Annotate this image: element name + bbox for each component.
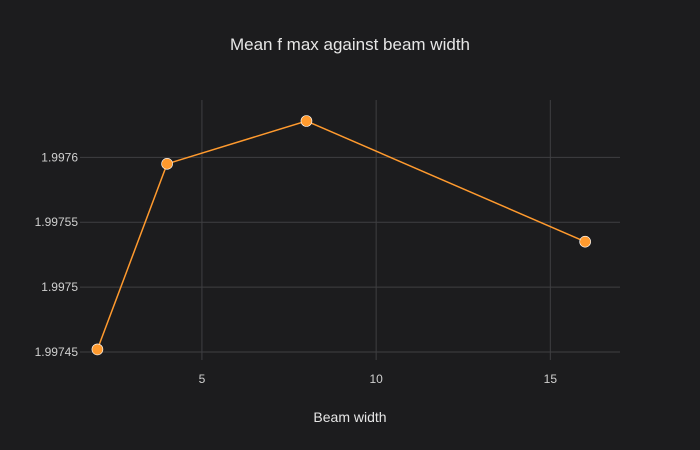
- data-point[interactable]: [161, 158, 173, 170]
- x-tick-label: 5: [199, 372, 206, 386]
- chart-title: Mean f max against beam width: [230, 35, 470, 54]
- x-axis-ticks: 5 10 15: [199, 372, 558, 386]
- data-point[interactable]: [91, 343, 104, 356]
- y-tick-label: 1.9976: [41, 150, 78, 164]
- y-axis-ticks: 1.99745 1.9975 1.99755 1.9976: [35, 150, 79, 359]
- y-tick-label: 1.9975: [41, 280, 78, 294]
- x-tick-label: 10: [369, 372, 383, 386]
- data-point[interactable]: [579, 235, 591, 248]
- y-tick-label: 1.99745: [35, 345, 79, 359]
- data-point[interactable]: [300, 115, 313, 127]
- x-tick-label: 15: [544, 372, 558, 386]
- x-axis-title: Beam width: [313, 409, 386, 425]
- series-line: [96, 120, 586, 350]
- grid: [80, 100, 620, 360]
- y-tick-label: 1.99755: [35, 215, 79, 229]
- series: [91, 115, 591, 356]
